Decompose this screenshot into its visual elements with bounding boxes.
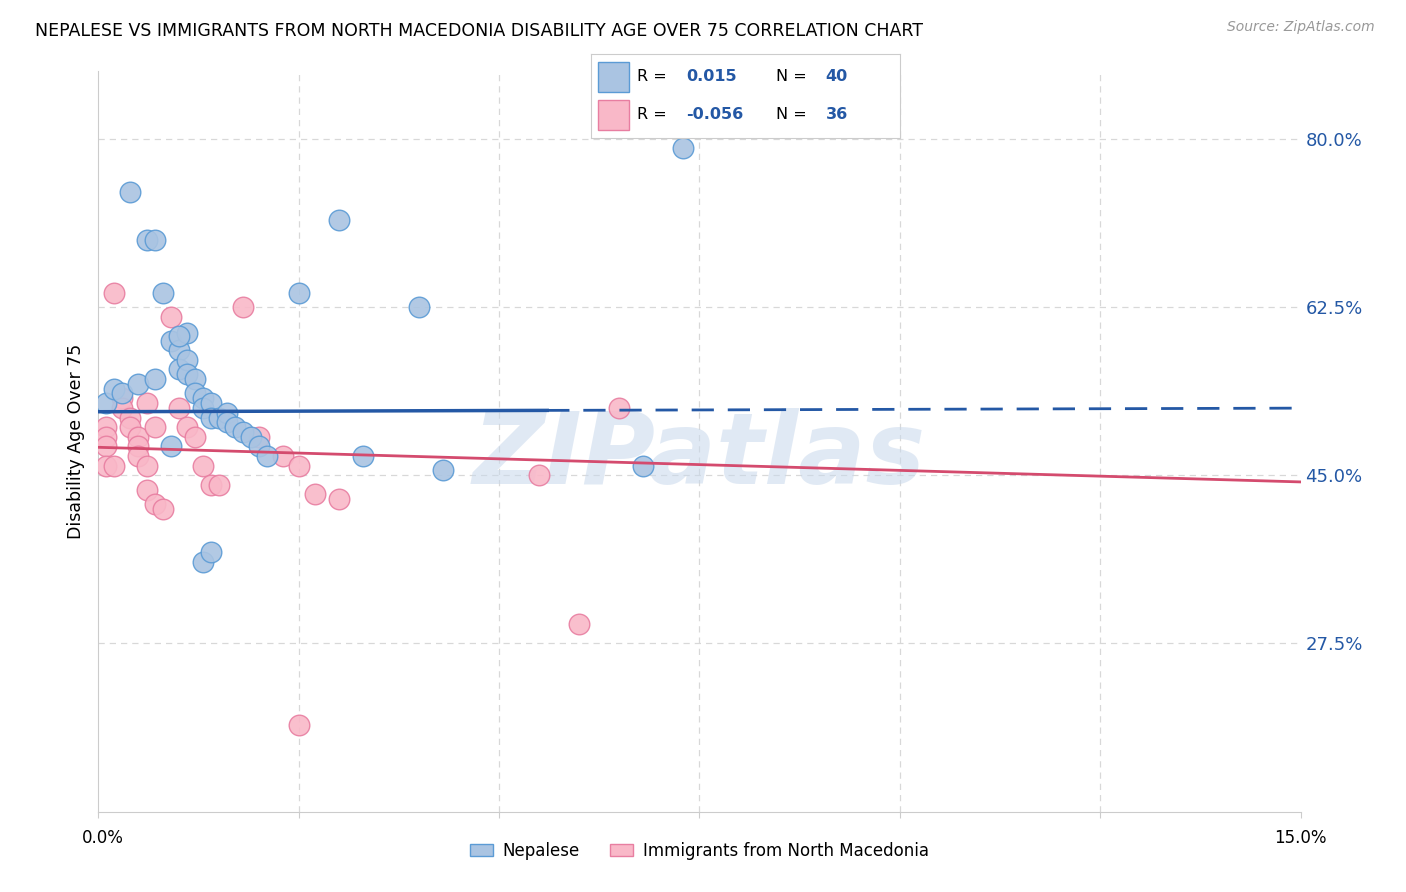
Point (103, 285, 125, 300)
Point (159, 439, 181, 453)
Point (328, 492, 350, 507)
Point (143, 420, 166, 434)
Point (183, 386, 205, 401)
Text: NEPALESE VS IMMIGRANTS FROM NORTH MACEDONIA DISABILITY AGE OVER 75 CORRELATION C: NEPALESE VS IMMIGRANTS FROM NORTH MACEDO… (35, 22, 924, 40)
Point (239, 430, 262, 444)
Point (183, 430, 205, 444)
Point (232, 300, 254, 314)
Point (529, 468, 551, 483)
Point (128, 376, 150, 391)
Point (103, 458, 125, 473)
Point (167, 328, 190, 343)
Point (328, 213, 350, 227)
Point (96, 430, 118, 444)
Point (191, 555, 214, 569)
Text: 40: 40 (825, 69, 848, 84)
Point (200, 410, 222, 425)
Point (128, 430, 150, 444)
Point (176, 420, 198, 434)
Bar (599, 100, 630, 130)
Point (135, 233, 157, 247)
Point (256, 449, 278, 463)
Point (103, 382, 125, 396)
Point (432, 463, 454, 477)
Point (135, 483, 157, 497)
Point (191, 458, 214, 473)
Text: -0.056: -0.056 (686, 107, 744, 122)
Point (135, 458, 157, 473)
Point (288, 285, 311, 300)
Text: R =: R = (637, 107, 666, 122)
Point (271, 449, 294, 463)
Point (208, 478, 231, 492)
Text: 15.0%: 15.0% (1274, 829, 1327, 847)
Point (96, 396, 118, 410)
Text: Source: ZipAtlas.com: Source: ZipAtlas.com (1227, 20, 1375, 34)
Text: 0.015: 0.015 (686, 69, 737, 84)
Point (304, 487, 326, 501)
Point (633, 458, 655, 473)
Point (672, 141, 695, 155)
Point (288, 718, 311, 732)
Point (167, 343, 190, 358)
Point (167, 362, 190, 376)
Point (111, 401, 134, 415)
Point (128, 449, 150, 463)
Point (176, 368, 198, 382)
Point (609, 401, 631, 415)
Point (152, 501, 174, 516)
Point (120, 185, 142, 199)
Point (232, 425, 254, 439)
Point (200, 545, 222, 559)
Point (568, 617, 591, 632)
Point (176, 352, 198, 367)
Point (159, 310, 181, 324)
Y-axis label: Disability Age Over 75: Disability Age Over 75 (67, 344, 86, 539)
Point (247, 430, 270, 444)
Point (128, 439, 150, 453)
Text: 0.0%: 0.0% (82, 829, 124, 847)
Point (96, 420, 118, 434)
Point (159, 334, 181, 348)
Bar (599, 62, 630, 92)
Point (111, 386, 134, 401)
Point (200, 396, 222, 410)
Point (143, 233, 166, 247)
Point (120, 410, 142, 425)
Point (120, 420, 142, 434)
Point (215, 406, 238, 420)
Text: ZIPatlas: ZIPatlas (472, 408, 927, 505)
Point (143, 497, 166, 511)
Point (288, 458, 311, 473)
Point (96, 458, 118, 473)
Point (167, 401, 190, 415)
Point (208, 410, 231, 425)
Legend: Nepalese, Immigrants from North Macedonia: Nepalese, Immigrants from North Macedoni… (463, 835, 936, 866)
Text: 36: 36 (825, 107, 848, 122)
Point (224, 420, 246, 434)
Point (191, 401, 214, 415)
Text: N =: N = (776, 107, 807, 122)
Point (352, 449, 374, 463)
Point (191, 391, 214, 405)
Point (176, 326, 198, 340)
Point (183, 372, 205, 386)
Point (408, 300, 430, 314)
Point (247, 439, 270, 453)
Point (215, 415, 238, 429)
Point (111, 391, 134, 405)
Point (200, 478, 222, 492)
Point (135, 396, 157, 410)
Text: R =: R = (637, 69, 666, 84)
Point (96, 439, 118, 453)
Point (143, 372, 166, 386)
Text: N =: N = (776, 69, 807, 84)
Point (152, 285, 174, 300)
